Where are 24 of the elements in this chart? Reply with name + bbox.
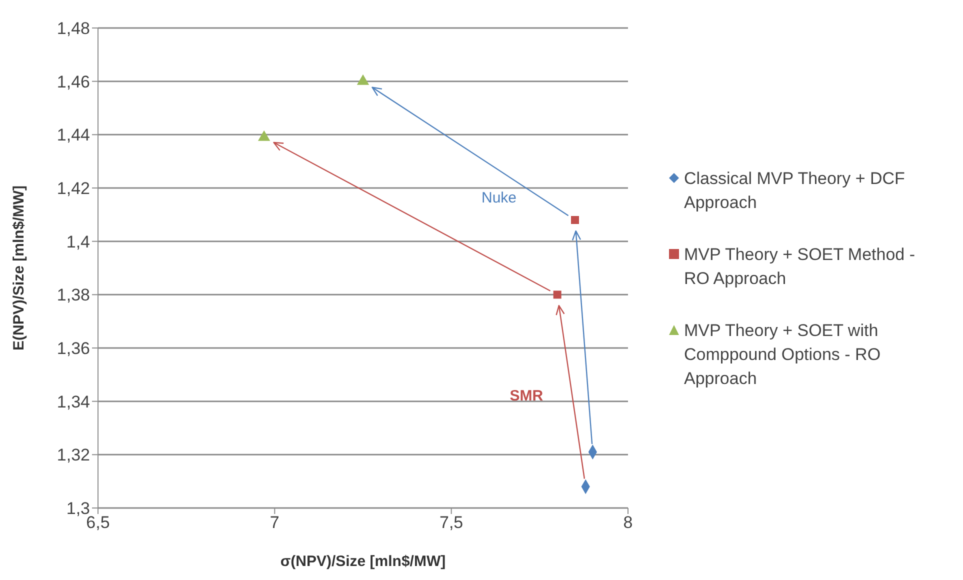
- point: [571, 216, 579, 224]
- y-tick-label: 1,38: [56, 286, 90, 305]
- y-tick-label: 1,44: [56, 126, 90, 145]
- y-tick-label: 1,42: [56, 179, 90, 198]
- y-tick-label: 1,48: [56, 19, 90, 38]
- legend-label: MVP Theory + SOET Method - RO Approach: [684, 244, 916, 290]
- annotation: SMR: [510, 388, 544, 405]
- y-tick-label: 1,46: [56, 72, 90, 92]
- y-tick-label: 1,36: [56, 339, 90, 358]
- y-tick-label: 1,32: [56, 446, 90, 465]
- x-tick-label: 6,5: [86, 513, 110, 532]
- y-tick-label: 1,34: [56, 392, 90, 412]
- legend-label: Classical MVP Theory + DCF Approach: [684, 168, 906, 214]
- point: [553, 290, 562, 299]
- point: [356, 74, 370, 85]
- x-tick-label: 7,5: [440, 513, 464, 532]
- y-tick-label: 1,4: [66, 232, 90, 252]
- point: [258, 130, 270, 141]
- y-axis-title: E(NPV)/Size [mln$/MW]: [10, 185, 28, 351]
- annotation: Nuke: [481, 190, 517, 207]
- x-axis-title: σ(NPV)/Size [mln$/MW]: [280, 553, 446, 570]
- legend-label: MVP Theory + SOET with Comppound Options - RO Approach: [684, 320, 882, 390]
- x-tick-label: 8: [623, 513, 633, 532]
- x-tick-label: 7: [270, 513, 280, 532]
